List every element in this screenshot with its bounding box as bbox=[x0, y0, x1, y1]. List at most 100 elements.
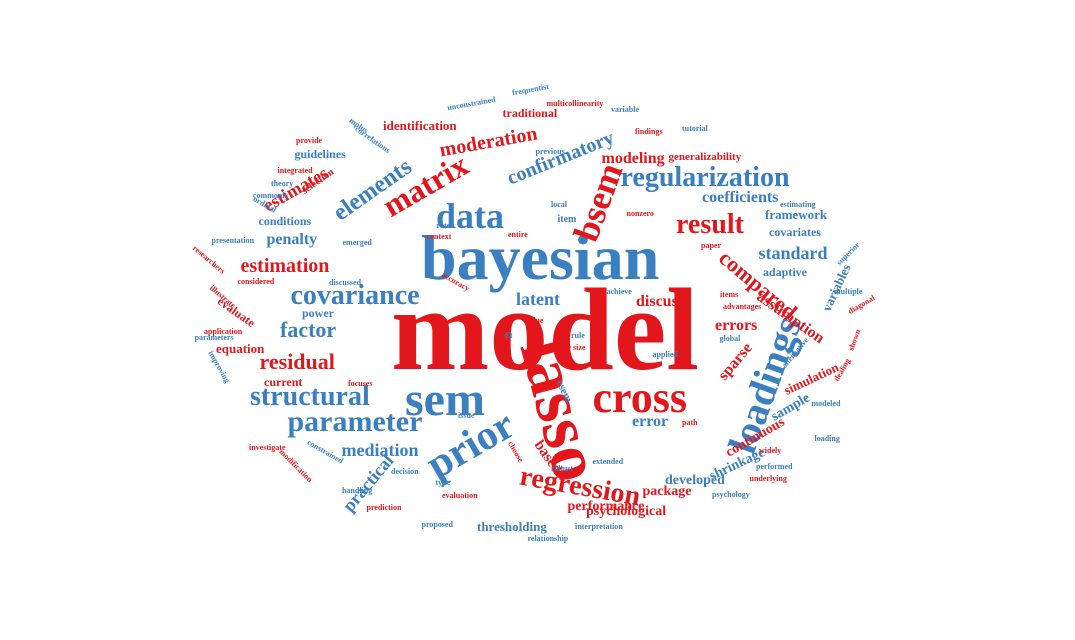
cloud-word-item: item bbox=[557, 214, 577, 225]
cloud-word-previous: previous bbox=[535, 147, 565, 156]
cloud-word-equation: equation bbox=[216, 340, 265, 356]
cloud-word-data: data bbox=[436, 196, 505, 236]
cloud-word-due: due bbox=[531, 316, 544, 325]
cloud-word-bayesian: bayesian bbox=[421, 222, 660, 293]
cloud-word-investigate: investigate bbox=[249, 443, 286, 452]
cloud-word-parameters: parameters bbox=[194, 333, 234, 342]
cloud-word-discussed: discussed bbox=[329, 278, 362, 287]
cloud-word-context: context bbox=[426, 232, 452, 241]
cloud-word-errors: errors bbox=[715, 317, 758, 334]
cloud-word-discuss: discuss bbox=[636, 293, 685, 310]
cloud-word-current: current bbox=[264, 375, 303, 389]
cloud-word-type: type bbox=[435, 478, 451, 487]
cloud-word-package: package bbox=[642, 484, 692, 499]
cloud-word-focuses: focuses bbox=[348, 379, 373, 388]
cloud-word-factor: factor bbox=[280, 317, 337, 342]
cloud-word-rates: rates bbox=[436, 221, 454, 230]
cloud-word-underlying: underlying bbox=[749, 474, 787, 483]
cloud-word-estimating: estimating bbox=[780, 200, 816, 209]
cloud-word-relationship: relationship bbox=[527, 534, 569, 543]
cloud-word-framework: framework bbox=[765, 206, 828, 222]
cloud-word-applied: applied bbox=[652, 350, 678, 359]
cloud-word-residual: residual bbox=[259, 349, 335, 374]
cloud-word-presentation: presentation bbox=[211, 236, 255, 245]
cloud-word-local: local bbox=[551, 200, 567, 209]
cloud-word-conditions: conditions bbox=[258, 214, 312, 228]
cloud-word-result: result bbox=[676, 209, 744, 240]
cloud-word-modeling: modeling bbox=[601, 150, 665, 167]
cloud-word-power: power bbox=[302, 306, 334, 320]
cloud-word-robust: robust bbox=[551, 464, 574, 473]
cloud-word-penalty: penalty bbox=[266, 231, 318, 248]
cloud-word-standard: standard bbox=[758, 243, 828, 263]
cloud-word-rule: rule bbox=[571, 331, 585, 340]
cloud-word-error: error bbox=[632, 413, 669, 430]
cloud-word-latent: latent bbox=[516, 289, 560, 309]
cloud-word-shown: shown bbox=[846, 328, 863, 352]
cloud-word-evaluation: evaluation bbox=[442, 491, 478, 500]
cloud-word-identification: identification bbox=[383, 117, 457, 133]
cloud-word-handling: handling bbox=[342, 486, 373, 495]
cloud-word-global: global bbox=[719, 334, 741, 343]
cloud-word-psychology: psychology bbox=[712, 490, 750, 499]
cloud-word-widely: widely bbox=[759, 446, 782, 455]
cloud-word-extended: extended bbox=[592, 457, 624, 466]
cloud-word-thresholding: thresholding bbox=[477, 518, 547, 534]
cloud-word-proposed: proposed bbox=[421, 520, 453, 529]
cloud-word-tutorial: tutorial bbox=[682, 124, 708, 133]
cloud-word-guidelines: guidelines bbox=[294, 147, 346, 161]
cloud-word-application: application bbox=[204, 327, 243, 336]
cloud-word-path: path bbox=[682, 418, 698, 427]
cloud-word-modeled: modeled bbox=[811, 399, 841, 408]
cloud-word-issue: issue bbox=[458, 411, 475, 420]
cloud-word-choose: choose bbox=[505, 439, 525, 464]
cloud-word-psychological: psychological bbox=[586, 504, 667, 519]
cloud-word-prediction: prediction bbox=[366, 503, 402, 512]
cloud-word-model: model bbox=[391, 264, 700, 395]
cloud-word-structural: structural bbox=[250, 381, 370, 412]
cloud-word-interpretation: interpretation bbox=[575, 522, 623, 531]
cloud-word-integrated: integrated bbox=[277, 166, 313, 175]
cloud-word-traditional: traditional bbox=[502, 106, 558, 120]
cloud-word-fit: fit bbox=[505, 331, 513, 340]
cloud-word-theory: theory bbox=[271, 179, 294, 188]
cloud-word-advantages: advantages bbox=[723, 302, 762, 311]
cloud-word-findings: findings bbox=[635, 127, 663, 136]
cloud-word-sem: sem bbox=[405, 373, 485, 426]
cloud-word-parameter: parameter bbox=[287, 405, 423, 438]
cloud-word-items: items bbox=[720, 290, 739, 299]
cloud-word-modification: modification bbox=[276, 447, 314, 485]
cloud-word-entire: entire bbox=[508, 230, 528, 239]
cloud-word-size: size bbox=[573, 343, 586, 352]
cloud-word-coefficients: coefficients bbox=[702, 189, 779, 206]
cloud-word-multicollinearity: multicollinearity bbox=[546, 99, 604, 108]
cloud-word-developed: developed bbox=[665, 473, 725, 488]
cloud-word-emerged: emerged bbox=[342, 238, 372, 247]
cloud-word-frequentist: frequentist bbox=[510, 81, 550, 98]
cloud-word-loading: loading bbox=[814, 434, 840, 443]
cloud-word-unconstrained: unconstrained bbox=[446, 94, 496, 113]
cloud-word-covariance: covariance bbox=[290, 280, 420, 311]
cloud-word-provide: provide bbox=[296, 136, 323, 145]
cloud-word-performance: performance bbox=[567, 499, 645, 514]
cloud-word-nonzero: nonzero bbox=[626, 209, 654, 218]
cloud-word-constrained: constrained bbox=[305, 437, 345, 466]
cloud-word-estimation: estimation bbox=[240, 255, 330, 277]
cloud-word-paper: paper bbox=[701, 241, 721, 250]
cloud-word-variable: variable bbox=[611, 105, 639, 114]
cloud-word-adaptive: adaptive bbox=[763, 265, 808, 279]
cloud-word-covariates: covariates bbox=[769, 225, 821, 239]
cloud-word-regularization: regularization bbox=[620, 162, 790, 193]
cloud-word-diagonal: diagonal bbox=[845, 293, 876, 316]
cloud-word-researchers: researchers bbox=[190, 243, 227, 276]
cloud-word-generalizability: generalizability bbox=[668, 150, 742, 163]
cloud-word-commonly: commonly bbox=[253, 191, 289, 200]
cloud-word-decision: decision bbox=[391, 467, 419, 476]
cloud-word-achieve: achieve bbox=[606, 287, 632, 296]
cloud-word-superior: superior bbox=[834, 240, 861, 268]
cloud-word-multiple: multiple bbox=[834, 287, 863, 296]
cloud-word-mediation: mediation bbox=[341, 440, 419, 460]
cloud-word-considered: considered bbox=[237, 277, 275, 286]
cloud-word-performed: performed bbox=[756, 462, 793, 471]
